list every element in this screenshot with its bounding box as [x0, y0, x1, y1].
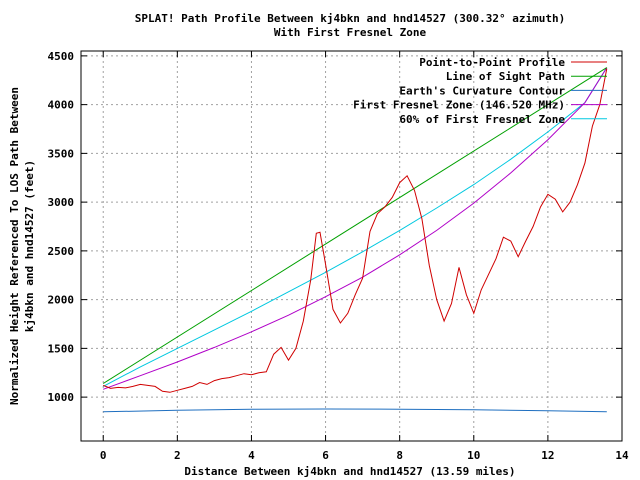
y-tick-label: 4000: [48, 99, 75, 112]
y-axis-label-line2: kj4bkn and hnd14527 (feet): [23, 160, 36, 332]
series-lines: [102, 67, 608, 413]
y-tick-label: 4500: [48, 50, 75, 63]
x-tick-label: 4: [248, 449, 255, 462]
legend-label: Point-to-Point Profile: [419, 56, 565, 69]
y-tick-label: 3000: [48, 196, 75, 209]
y-tick-label: 2500: [48, 245, 75, 258]
plot-frame: [80, 50, 623, 442]
x-tick-label: 8: [396, 449, 403, 462]
series-line-0: [103, 68, 608, 393]
chart-subtitle: With First Fresnel Zone: [274, 26, 427, 39]
chart-title: SPLAT! Path Profile Between kj4bkn and h…: [135, 12, 565, 25]
y-tick-label: 3500: [48, 147, 75, 160]
x-tick-label: 14: [615, 449, 629, 462]
series-line-2: [103, 408, 607, 413]
x-tick-label: 10: [467, 449, 480, 462]
y-tick-label: 2000: [48, 294, 75, 307]
y-tick-label: 1500: [48, 342, 75, 355]
legend-label: 60% of First Fresnel Zone: [399, 113, 565, 126]
legend-label: Earth's Curvature Contour: [399, 84, 565, 97]
series-line-4: [102, 67, 608, 387]
x-tick-label: 6: [322, 449, 329, 462]
legend-label: First Fresnel Zone (146.520 MHz): [353, 99, 565, 112]
series-line-1: [102, 67, 608, 384]
x-tick-label: 2: [174, 449, 181, 462]
y-tick-label: 1000: [48, 391, 75, 404]
axis-ticks: 0 2 4 6 8 10 12 14 1000 1500 2000 2500 3000 3500 4000 4…: [48, 50, 629, 462]
legend-label: Line of Sight Path: [446, 70, 565, 83]
grid-lines: [81, 51, 623, 441]
x-tick-label: 0: [100, 449, 107, 462]
x-axis-label: Distance Between kj4bkn and hnd14527 (13…: [184, 465, 515, 478]
y-axis-label-line1: Normalized Height Referenced To LOS Path…: [8, 87, 21, 405]
x-tick-label: 12: [541, 449, 554, 462]
